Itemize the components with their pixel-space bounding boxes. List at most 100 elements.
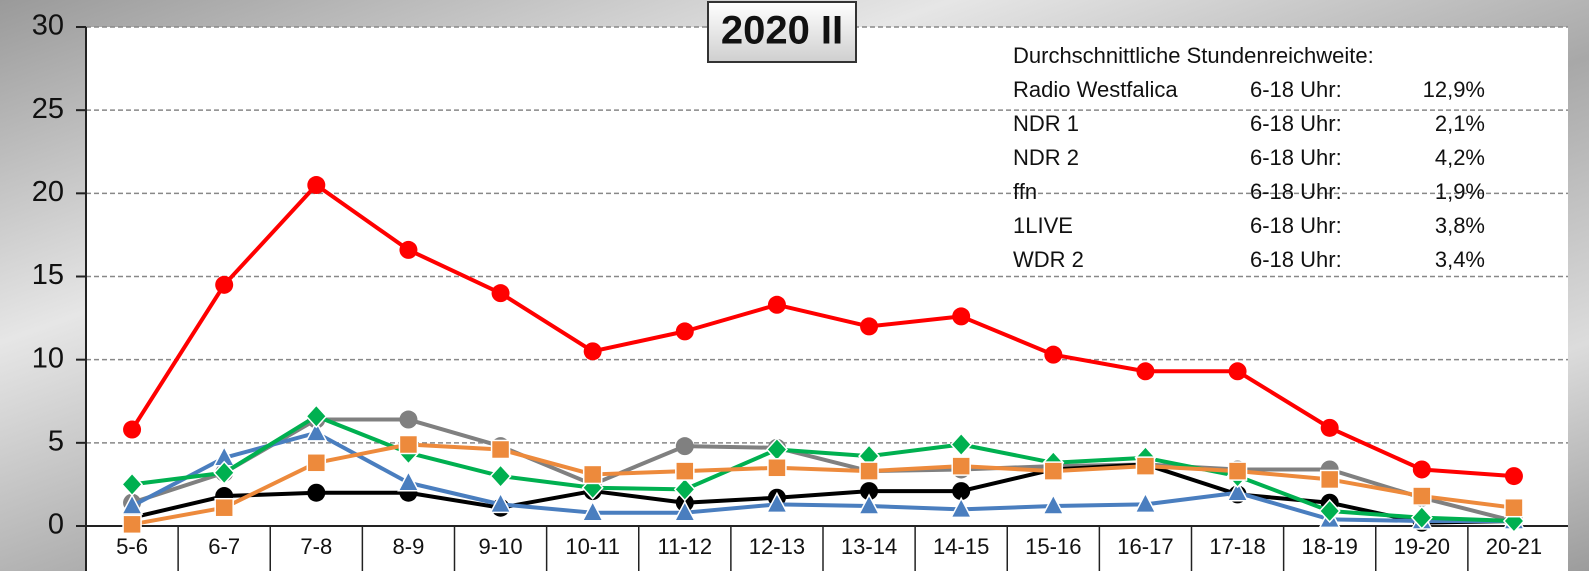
annotation-station: NDR 2: [1013, 145, 1079, 170]
marker: [675, 437, 694, 456]
x-tick-label: 11-12: [657, 534, 712, 559]
annotation-station: ffn: [1013, 179, 1037, 204]
x-tick-label: 15-16: [1025, 534, 1081, 559]
series-line: [131, 462, 1514, 525]
marker: [952, 482, 971, 501]
marker: [122, 514, 142, 535]
marker: [397, 470, 420, 492]
marker: [215, 275, 234, 294]
y-tick-label: 10: [32, 342, 64, 374]
marker: [860, 317, 879, 336]
marker: [859, 461, 879, 481]
chart-title: 2020 II: [721, 9, 843, 53]
x-tick-label: 20-21: [1486, 534, 1542, 559]
marker: [673, 477, 696, 502]
x-tick-label: 8-9: [393, 534, 425, 559]
marker: [1043, 461, 1064, 481]
marker: [1135, 456, 1156, 476]
series-line: [131, 414, 1515, 524]
marker: [950, 432, 973, 457]
marker: [767, 295, 786, 314]
marker: [120, 493, 144, 515]
marker: [1504, 467, 1523, 486]
series-line: [131, 430, 1514, 524]
annotation-station: Radio Westfalica: [1013, 77, 1178, 102]
marker: [307, 483, 326, 502]
annotation-station: NDR 1: [1013, 111, 1079, 136]
annotation-value: 12,9%: [1423, 77, 1485, 102]
marker: [583, 342, 602, 361]
marker: [1134, 491, 1157, 514]
annotation-value: 1,9%: [1435, 179, 1485, 204]
marker: [489, 491, 512, 514]
marker: [673, 500, 697, 522]
x-tick-label: 10-11: [565, 534, 620, 559]
marker: [1226, 480, 1249, 502]
x-tick-label: 14-15: [933, 534, 989, 559]
marker: [1319, 469, 1340, 490]
marker: [305, 420, 328, 442]
marker: [1504, 497, 1524, 518]
series-line: [131, 442, 1515, 527]
marker: [582, 464, 603, 485]
marker: [1412, 460, 1431, 479]
series-line: [130, 183, 1515, 479]
x-tick-label: 6-7: [208, 534, 240, 559]
y-tick-label: 30: [32, 10, 64, 42]
y-tick-label: 5: [48, 425, 64, 457]
marker: [675, 461, 695, 481]
marker: [489, 463, 512, 489]
marker: [399, 240, 418, 259]
marker: [491, 284, 510, 303]
x-tick-label: 13-14: [841, 534, 897, 559]
marker: [1227, 461, 1248, 481]
marker: [1410, 505, 1433, 530]
marker: [214, 497, 234, 518]
marker: [860, 482, 879, 501]
marker: [581, 500, 604, 522]
annotation-time: 6-18 Uhr:: [1250, 247, 1342, 272]
annotation-time: 6-18 Uhr:: [1250, 77, 1342, 102]
marker: [1228, 362, 1247, 381]
annotation-station: 1LIVE: [1013, 213, 1073, 238]
x-tick-label: 9-10: [479, 534, 523, 559]
y-tick-label: 25: [32, 93, 64, 125]
x-tick-label: 16-17: [1117, 534, 1173, 559]
annotation-time: 6-18 Uhr:: [1250, 111, 1342, 136]
annotation-time: 6-18 Uhr:: [1250, 179, 1342, 204]
annotation-value: 3,8%: [1435, 213, 1485, 238]
marker: [307, 176, 326, 195]
annotation-value: 3,4%: [1435, 247, 1485, 272]
x-tick-label: 7-8: [300, 534, 332, 559]
y-tick-label: 0: [48, 509, 64, 541]
marker: [305, 404, 328, 429]
y-tick-label: 15: [32, 259, 64, 291]
marker: [121, 472, 144, 497]
marker: [1318, 498, 1341, 524]
x-tick-label: 17-18: [1209, 534, 1265, 559]
marker: [952, 307, 971, 326]
marker: [1412, 486, 1432, 506]
marker: [857, 493, 881, 515]
x-tick-label: 18-19: [1302, 534, 1358, 559]
series-line: [131, 417, 1515, 523]
marker: [213, 460, 236, 485]
x-tick-label: 19-20: [1394, 534, 1450, 559]
marker: [123, 420, 142, 439]
annotation-station: WDR 2: [1013, 247, 1084, 272]
annotation-title: Durchschnittliche Stundenreichweite:: [1013, 43, 1374, 68]
y-tick-label: 20: [32, 176, 64, 208]
annotation-value: 4,2%: [1435, 145, 1485, 170]
marker: [767, 458, 787, 478]
x-tick-label: 12-13: [749, 534, 805, 559]
marker: [951, 456, 971, 476]
marker: [398, 434, 419, 455]
title-box: [707, 1, 857, 63]
annotation-value: 2,1%: [1435, 111, 1485, 136]
marker: [1044, 345, 1063, 364]
marker: [1042, 493, 1065, 515]
marker: [675, 322, 694, 341]
annotation-time: 6-18 Uhr:: [1250, 213, 1342, 238]
marker: [765, 491, 789, 514]
